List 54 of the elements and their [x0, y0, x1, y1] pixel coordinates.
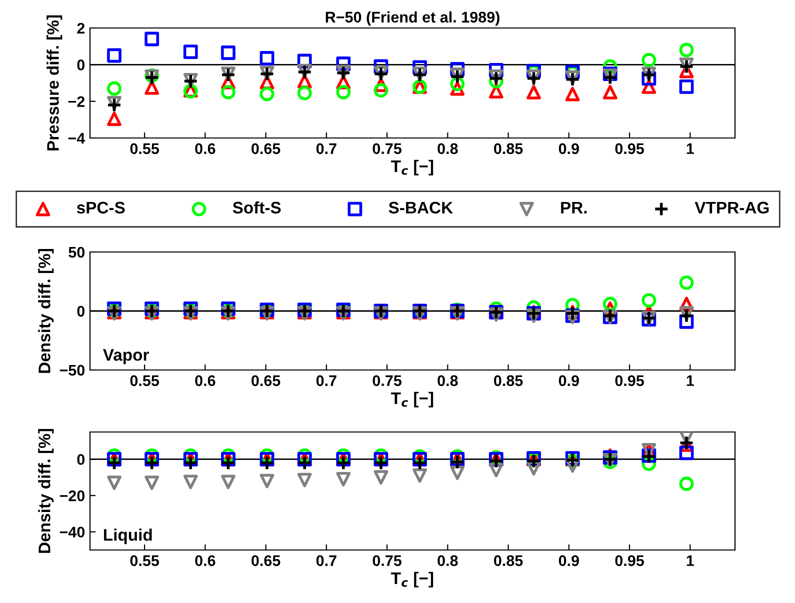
y-axis-title: Density diff. [%] — [38, 428, 54, 553]
x-axis-title: T$_{c}$ [−] — [391, 392, 434, 408]
y-tick-label: −20 — [60, 490, 85, 502]
x-tick-label: 0.8 — [438, 143, 458, 154]
legend-label: sPC-S — [76, 202, 125, 214]
x-tick-label: 0.9 — [558, 375, 579, 386]
y-axis-title: Pressure diff. [%] — [46, 15, 62, 150]
x-tick-label: 0.8 — [438, 375, 458, 386]
x-tick-label: 0.9 — [558, 555, 579, 566]
x-tick-label: 1 — [686, 143, 694, 154]
y-tick-label: −40 — [60, 526, 85, 538]
x-tick-label: 0.8 — [438, 555, 458, 566]
y-tick-label: 0 — [77, 306, 85, 317]
x-tick-label: 0.85 — [494, 375, 523, 386]
y-tick-label: 0 — [77, 454, 85, 465]
x-tick-label: 0.9 — [558, 143, 579, 154]
y-tick-label: −2 — [68, 96, 85, 107]
x-tick-label: 0.75 — [372, 143, 402, 154]
x-tick-label: 0.6 — [195, 555, 216, 566]
y-tick-label: −4 — [68, 133, 86, 144]
annotation: Liquid — [104, 528, 152, 544]
y-axis-title: Density diff. [%] — [38, 248, 54, 373]
x-tick-label: 0.55 — [130, 143, 159, 154]
x-tick-label: 0.65 — [252, 555, 280, 566]
legend-label: PR. — [561, 202, 587, 214]
legend-label: Soft-S — [232, 201, 281, 214]
x-tick-label: 0.85 — [494, 143, 523, 154]
x-tick-label: 0.75 — [372, 375, 402, 386]
x-tick-label: 0.95 — [615, 375, 644, 386]
legend-label: VTPR-AG — [694, 202, 769, 214]
x-axis-title: T$_{c}$ [−] — [391, 160, 434, 176]
y-tick-label: −50 — [60, 364, 85, 376]
x-tick-label: 0.95 — [615, 143, 644, 154]
x-tick-label: 0.7 — [316, 143, 336, 154]
x-tick-label: 1 — [686, 375, 694, 386]
x-tick-label: 0.55 — [130, 375, 159, 386]
x-tick-label: 0.75 — [372, 555, 402, 566]
x-axis-title: T$_{c}$ [−] — [391, 572, 434, 588]
legend-label: S-BACK — [388, 202, 453, 214]
x-tick-label: 1 — [686, 555, 694, 566]
x-tick-label: 0.7 — [316, 375, 336, 386]
y-tick-label: 50 — [68, 246, 85, 258]
x-tick-label: 0.65 — [252, 375, 280, 386]
x-tick-label: 0.95 — [615, 555, 644, 566]
x-tick-label: 0.85 — [494, 555, 523, 566]
x-tick-label: 0.6 — [195, 375, 216, 386]
annotation: Vapor — [103, 349, 149, 364]
y-tick-label: 2 — [77, 22, 85, 34]
chart-title: R−50 (Friend et al. 1989) — [326, 11, 500, 26]
x-tick-label: 0.6 — [195, 143, 216, 154]
x-tick-label: 0.55 — [130, 555, 159, 566]
y-tick-label: 0 — [77, 60, 85, 70]
x-tick-label: 0.7 — [316, 555, 336, 566]
x-tick-label: 0.65 — [252, 143, 280, 154]
